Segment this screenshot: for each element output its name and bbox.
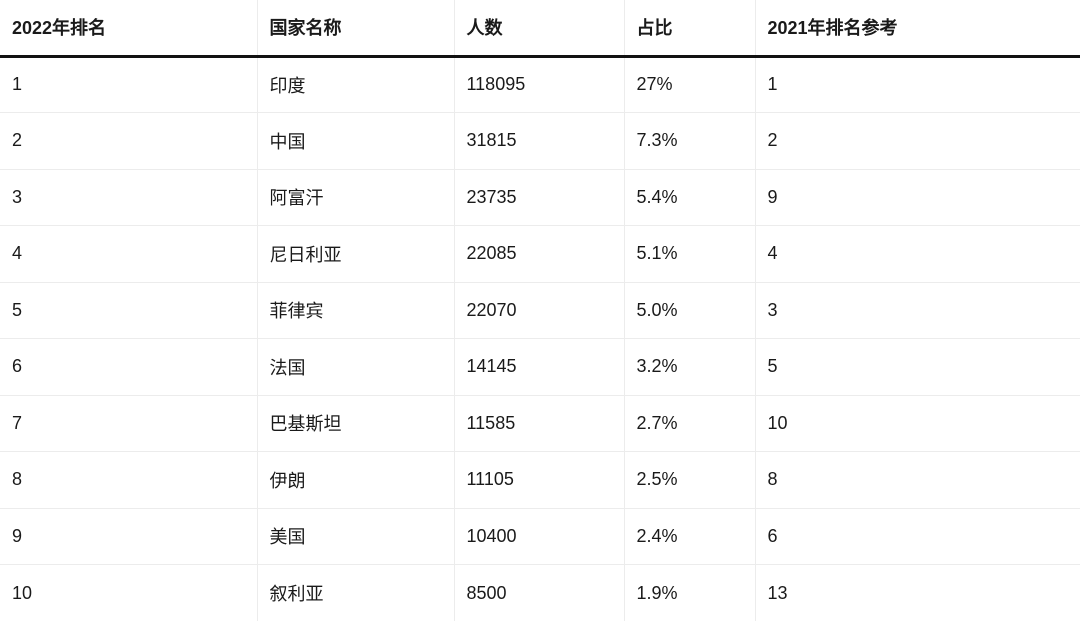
cell-country: 阿富汗 — [257, 169, 455, 226]
cell-count: 22085 — [454, 225, 625, 283]
table-body: 1 印度 118095 27% 1 2 中国 31815 7.3% 2 3 阿富… — [0, 56, 1080, 621]
cell-share: 5.4% — [624, 169, 756, 226]
table-row: 1 印度 118095 27% 1 — [0, 56, 1080, 113]
cell-country: 叙利亚 — [257, 564, 455, 621]
cell-share: 2.5% — [624, 451, 756, 509]
cell-share: 3.2% — [624, 338, 756, 396]
cell-rank-2021: 6 — [755, 508, 1080, 565]
cell-rank-2022: 10 — [0, 564, 258, 621]
cell-rank-2022: 3 — [0, 169, 258, 226]
cell-rank-2021: 5 — [755, 338, 1080, 396]
cell-rank-2022: 1 — [0, 56, 258, 113]
cell-share: 27% — [624, 56, 756, 113]
cell-share: 5.1% — [624, 225, 756, 283]
cell-rank-2021: 3 — [755, 282, 1080, 339]
table-row: 9 美国 10400 2.4% 6 — [0, 508, 1080, 565]
table-row: 4 尼日利亚 22085 5.1% 4 — [0, 225, 1080, 283]
cell-count: 11585 — [454, 395, 625, 452]
cell-share: 2.4% — [624, 508, 756, 565]
cell-country: 印度 — [257, 56, 455, 113]
header-country-name: 国家名称 — [257, 0, 455, 58]
cell-rank-2022: 4 — [0, 225, 258, 283]
table-row: 2 中国 31815 7.3% 2 — [0, 112, 1080, 170]
table-header: 2022年排名 国家名称 人数 占比 2021年排名参考 — [0, 0, 1080, 58]
cell-country: 法国 — [257, 338, 455, 396]
cell-country: 巴基斯坦 — [257, 395, 455, 452]
table-row: 7 巴基斯坦 11585 2.7% 10 — [0, 395, 1080, 452]
cell-rank-2021: 2 — [755, 112, 1080, 170]
header-rank-2022: 2022年排名 — [0, 0, 258, 58]
cell-rank-2022: 8 — [0, 451, 258, 509]
header-share: 占比 — [624, 0, 756, 58]
cell-country: 美国 — [257, 508, 455, 565]
cell-rank-2022: 9 — [0, 508, 258, 565]
cell-share: 5.0% — [624, 282, 756, 339]
cell-country: 尼日利亚 — [257, 225, 455, 283]
cell-rank-2021: 10 — [755, 395, 1080, 452]
cell-count: 31815 — [454, 112, 625, 170]
cell-rank-2021: 8 — [755, 451, 1080, 509]
table-row: 3 阿富汗 23735 5.4% 9 — [0, 169, 1080, 226]
header-rank-2021: 2021年排名参考 — [755, 0, 1080, 58]
cell-rank-2022: 2 — [0, 112, 258, 170]
cell-rank-2022: 7 — [0, 395, 258, 452]
cell-count: 118095 — [454, 56, 625, 113]
cell-share: 7.3% — [624, 112, 756, 170]
table-row: 6 法国 14145 3.2% 5 — [0, 338, 1080, 396]
table-row: 8 伊朗 11105 2.5% 8 — [0, 451, 1080, 509]
cell-count: 14145 — [454, 338, 625, 396]
header-count: 人数 — [454, 0, 625, 58]
cell-rank-2021: 1 — [755, 56, 1080, 113]
header-row: 2022年排名 国家名称 人数 占比 2021年排名参考 — [0, 0, 1080, 58]
cell-country: 伊朗 — [257, 451, 455, 509]
cell-country: 中国 — [257, 112, 455, 170]
cell-count: 11105 — [454, 451, 625, 509]
cell-count: 10400 — [454, 508, 625, 565]
cell-rank-2022: 6 — [0, 338, 258, 396]
table-row: 10 叙利亚 8500 1.9% 13 — [0, 564, 1080, 621]
cell-rank-2021: 4 — [755, 225, 1080, 283]
cell-share: 1.9% — [624, 564, 756, 621]
cell-country: 菲律宾 — [257, 282, 455, 339]
table-row: 5 菲律宾 22070 5.0% 3 — [0, 282, 1080, 339]
cell-count: 8500 — [454, 564, 625, 621]
cell-rank-2021: 13 — [767, 582, 788, 603]
cell-count: 23735 — [454, 169, 625, 226]
cell-rank-2022: 5 — [0, 282, 258, 339]
cell-share: 2.7% — [624, 395, 756, 452]
cell-rank-2021: 9 — [755, 169, 1080, 226]
cell-count: 22070 — [454, 282, 625, 339]
